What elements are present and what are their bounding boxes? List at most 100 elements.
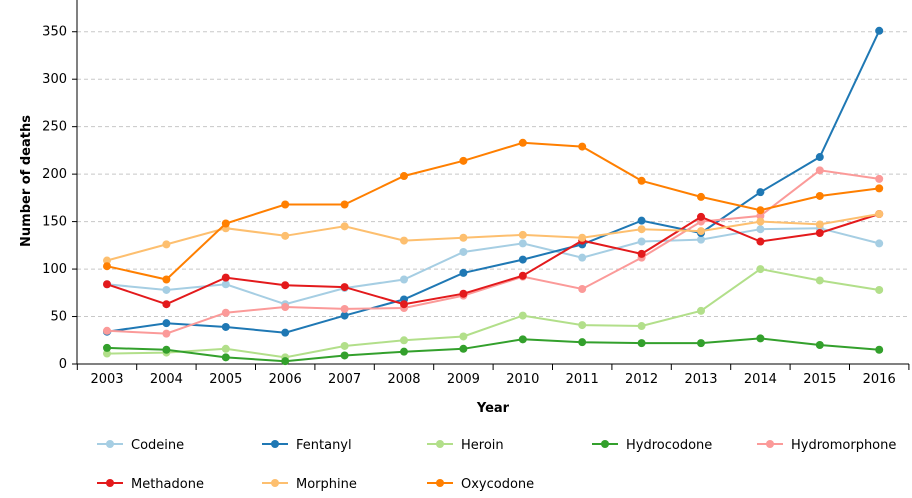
data-point (756, 211, 765, 220)
data-point (815, 228, 824, 237)
data-point (518, 230, 527, 239)
data-point (459, 156, 468, 165)
data-point (162, 300, 171, 309)
data-point (815, 276, 824, 285)
data-point (637, 176, 646, 185)
legend-swatch-marker (601, 440, 609, 448)
series-morphine (103, 210, 884, 265)
legend-swatch-marker (436, 479, 444, 487)
data-point (459, 268, 468, 277)
data-point (518, 311, 527, 320)
data-point (400, 336, 408, 345)
data-point (518, 335, 527, 344)
data-point (697, 192, 705, 201)
data-point (875, 26, 884, 35)
legend-label: Codeine (131, 438, 184, 453)
data-point (697, 212, 705, 221)
data-point (756, 217, 765, 226)
data-point (756, 225, 765, 234)
data-point (459, 289, 468, 298)
legend-item-fentanyl: Fentanyl (262, 438, 352, 453)
data-point (221, 280, 230, 289)
data-point (103, 343, 111, 352)
data-point (637, 216, 646, 225)
data-point (340, 222, 349, 231)
y-tick-label: 100 (42, 262, 67, 277)
data-point (103, 326, 111, 335)
data-point (578, 338, 587, 347)
legend-label: Methadone (131, 477, 204, 492)
data-point (875, 210, 884, 219)
data-point (756, 188, 765, 197)
data-point (875, 239, 884, 248)
data-point (400, 275, 408, 284)
legend-item-codeine: Codeine (97, 438, 184, 453)
data-point (221, 219, 230, 228)
legend-swatch-marker (106, 479, 114, 487)
axes: 0 50 100 150 200 250 300 350 2003 2004 2005 2006 200… (42, 0, 910, 387)
series-line (106, 268, 880, 359)
data-point (578, 233, 587, 242)
data-point (340, 283, 349, 292)
data-point (400, 300, 408, 309)
data-point (697, 235, 705, 244)
data-point (459, 233, 468, 242)
data-point (756, 237, 765, 246)
y-tick-label: 150 (42, 215, 67, 230)
data-point (518, 271, 527, 280)
data-point (637, 249, 646, 258)
x-tick-label: 2011 (566, 372, 599, 387)
data-point (400, 172, 408, 181)
legend-item-hydromorphone: Hydromorphone (757, 438, 896, 453)
data-point (281, 281, 290, 290)
data-point (637, 339, 646, 348)
data-point (518, 255, 527, 264)
data-point (162, 285, 171, 294)
data-point (400, 347, 408, 356)
x-tick-label: 2004 (150, 372, 183, 387)
legend-swatch-marker (436, 440, 444, 448)
data-point (103, 256, 111, 265)
data-point (221, 353, 230, 362)
data-point (875, 184, 884, 193)
data-point (281, 200, 290, 209)
x-tick-label: 2007 (328, 372, 361, 387)
data-point (340, 311, 349, 320)
data-point (340, 341, 349, 350)
data-point (459, 247, 468, 256)
data-point (518, 138, 527, 147)
series-line (106, 141, 880, 281)
x-tick-label: 2006 (269, 372, 302, 387)
data-point (637, 237, 646, 246)
x-tick-label: 2013 (684, 372, 717, 387)
legend-label: Heroin (461, 438, 504, 453)
series-lines (103, 26, 884, 366)
series-hydromorphone (103, 166, 884, 338)
data-point (815, 341, 824, 350)
y-tick-label: 350 (42, 25, 67, 40)
legend-item-methadone: Methadone (97, 477, 204, 492)
data-point (875, 174, 884, 183)
data-point (578, 253, 587, 262)
data-point (340, 351, 349, 360)
data-point (281, 328, 290, 337)
y-tick-label: 300 (42, 72, 67, 87)
data-point (875, 345, 884, 354)
data-point (875, 285, 884, 294)
data-point (578, 285, 587, 294)
legend-item-hydrocodone: Hydrocodone (592, 438, 712, 453)
x-tick-label: 2005 (209, 372, 242, 387)
data-point (103, 262, 111, 271)
data-point (103, 349, 111, 358)
y-tick-label: 200 (42, 167, 67, 182)
data-point (578, 142, 587, 151)
data-point (162, 345, 171, 354)
series-line (106, 30, 881, 334)
data-point (815, 220, 824, 229)
data-point (162, 275, 171, 284)
legend-swatch-marker (106, 440, 114, 448)
legend-item-oxycodone: Oxycodone (427, 477, 534, 492)
data-point (340, 304, 349, 313)
series-line (106, 213, 880, 306)
